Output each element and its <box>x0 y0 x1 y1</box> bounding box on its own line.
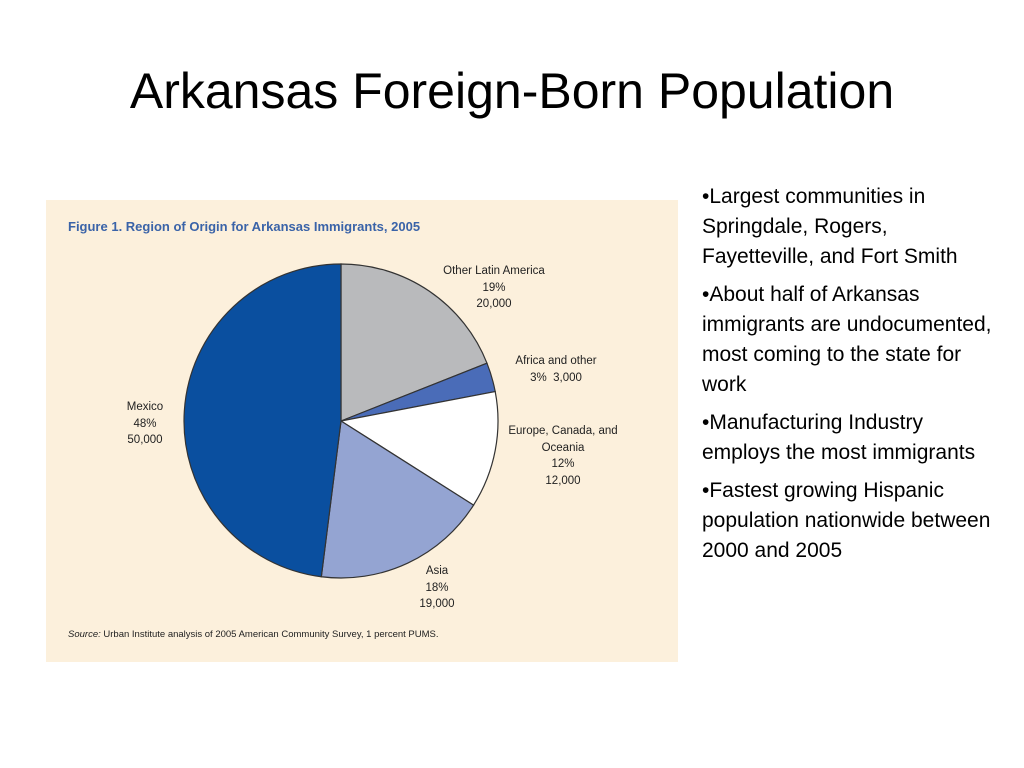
count-label: 12,000 <box>545 474 581 487</box>
slice-label: Africa and other 3% 3,000 <box>491 353 621 386</box>
chart: Figure 1. Region of Origin for Arkansas … <box>46 200 678 662</box>
value-row: 3% 3,000 <box>491 370 621 387</box>
chart-title: Figure 1. Region of Origin for Arkansas … <box>68 219 421 234</box>
bullet-list: •Largest communities in Springdale, Roge… <box>702 182 1002 574</box>
bullet: •Largest communities in Springdale, Roge… <box>702 185 958 268</box>
source-label: Source: <box>68 629 101 640</box>
pie-slice <box>183 263 342 578</box>
value-label: 18% <box>425 581 449 594</box>
slice-label: Mexico 48% 50,000 <box>105 399 185 449</box>
value-label: 12% <box>551 458 575 470</box>
slice-label: Europe, Canada, and Oceania 12% 12,000 <box>503 423 623 489</box>
pie-slice <box>340 263 488 422</box>
count-label: 19,000 <box>419 598 455 610</box>
category-name: Mexico <box>126 401 164 413</box>
slice-label: Other Latin America 19% 20,000 <box>434 263 554 313</box>
pie <box>183 263 499 579</box>
value-label: 48% <box>133 417 157 430</box>
pie-slice <box>339 390 499 506</box>
bullet: •Manufacturing Industry employs the most… <box>702 411 976 464</box>
category-name: Other Latin America <box>443 265 545 277</box>
category-name: Asia <box>425 565 449 577</box>
pie-slice <box>320 419 475 579</box>
bullet: •Fastest growing Hispanic population nat… <box>702 479 991 562</box>
value-label: 3% <box>530 371 547 384</box>
source-text: Urban Institute analysis of 2005 America… <box>103 629 439 640</box>
slice-label: Asia 18% 19,000 <box>397 563 477 613</box>
count-label: 50,000 <box>127 434 163 446</box>
count-label: 3,000 <box>553 371 582 384</box>
count-label: 20,000 <box>476 298 512 310</box>
category-name: Europe, Canada, and Oceania <box>508 425 618 454</box>
value-label: 19% <box>482 281 506 294</box>
category-name: Africa and other <box>515 355 597 367</box>
slide-title: Arkansas Foreign-Born Population <box>129 63 895 119</box>
bullet: •About half of Arkansas immigrants are u… <box>702 283 992 396</box>
source: Source: Urban Institute analysis of 2005… <box>68 629 439 640</box>
